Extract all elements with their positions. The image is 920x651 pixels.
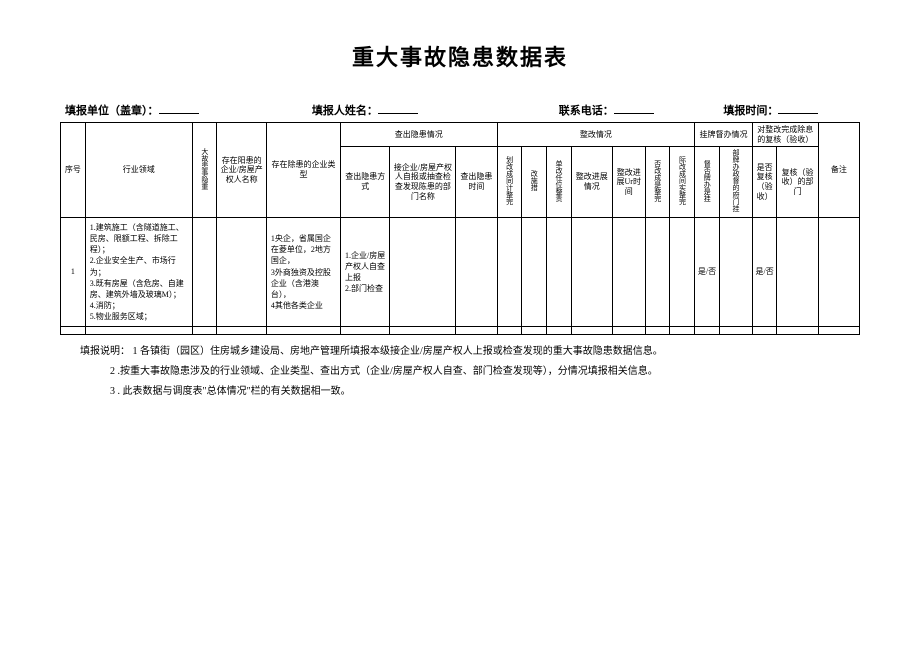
col-review-dept: 复核（验收）的部门 [777,147,818,218]
reporter-label: 填报人姓名： [312,102,378,118]
col-seq: 序号 [61,123,86,218]
cell-r2 [522,217,547,327]
col-rectify-group: 整改情况 [497,123,695,147]
cell-r3 [546,217,571,327]
cell-enterprise-type: 1央企，省属国企在菱单位，2地方国企， 3外商独资及控股企业（含港澳台）， 4其… [266,217,340,327]
cell-remark [818,217,859,327]
cell-r7 [670,217,695,327]
cell-find-time [456,217,497,327]
cell-is-listed: 是/否 [695,217,720,327]
cell-r1 [497,217,522,327]
unit-value [159,113,199,114]
col-find-time: 查出隐患时间 [456,147,497,218]
col-review-group: 对整改完成除息的复核（验收） [752,123,818,147]
cell-r5 [612,217,645,327]
col-industry: 行业领域 [85,123,192,218]
col-find-group: 查出隐患情况 [341,123,497,147]
note-1: 1 各镇街（园区）住房城乡建设局、房地产管理所填报本级接企业/房屋产权人上报或检… [133,346,663,357]
cell-find-method: 1.企业/房屋产权人自查上报 2.部门检查 [341,217,390,327]
note-2: 2 .按重大事故隐患涉及的行业领域、企业类型、查出方式（企业/房屋产权人自查、部… [80,363,860,381]
col-remark: 备注 [818,123,859,218]
cell-hazard [192,217,217,327]
col-is-reviewed: 是否复核（验收） [752,147,777,218]
col-rectify-urge: 整改进展Ur时间 [612,147,645,218]
notes-section: 填报说明： 1 各镇街（园区）住房城乡建设局、房地产管理所填报本级接企业/房屋产… [60,343,860,401]
col-listing-dept: 部牌办政督的府门挂 [719,147,752,218]
col-is-listed: 督否牌办是挂 [695,147,720,218]
cell-r4 [571,217,612,327]
cell-find-dept [390,217,456,327]
col-find-method: 查出隐患方式 [341,147,390,218]
table-row-empty [61,327,860,335]
cell-seq: 1 [61,217,86,327]
cell-review-dept [777,217,818,327]
notes-intro: 填报说明： [80,346,130,357]
col-rectify-unit: 单改任位整责 [546,147,571,218]
phone-value [614,113,654,114]
col-rectify-actual: 际改成间实整完 [670,147,695,218]
form-header: 填报单位（盖章）： 填报人姓名： 联系电话： 填报时间： [60,102,860,118]
phone-label: 联系电话： [559,102,614,118]
page-title: 重大事故隐患数据表 [60,40,860,72]
note-3: 3 . 此表数据与调度表"总体情况"栏的有关数据相一致。 [80,383,860,401]
col-listing-group: 挂牌督办情况 [695,123,753,147]
data-table: 序号 行业领域 大故患事隐重 存在阳患的企业/房屋产权人名称 存在除患的企业类型… [60,122,860,335]
reporter-value [378,113,418,114]
col-enterprise-owner: 存在阳患的企业/房屋产权人名称 [217,123,266,218]
col-enterprise-type: 存在除患的企业类型 [266,123,340,218]
col-rectify-measure: 改施措 [522,147,547,218]
col-major-hazard: 大故患事隐重 [192,123,217,218]
col-rectify-progress: 整改进展情况 [571,147,612,218]
cell-listing-dept [719,217,752,327]
time-value [778,113,818,114]
unit-label: 填报单位（盖章）： [65,102,159,118]
col-rectify-complete: 否改成是整完 [645,147,670,218]
cell-is-reviewed: 是/否 [752,217,777,327]
cell-r6 [645,217,670,327]
col-rectify-done-time: 划改成同计整完 [497,147,522,218]
table-row: 1 1.建筑施工（含隧道施工、民房、限额工程、拆除工程）； 2.企业安全生产、市… [61,217,860,327]
cell-owner [217,217,266,327]
col-find-dept: 接企业/房屋产权人自报或抽查检查发现陈患的部门名称 [390,147,456,218]
cell-industry: 1.建筑施工（含隧道施工、民房、限额工程、拆除工程）； 2.企业安全生产、市场行… [85,217,192,327]
time-label: 填报时间： [723,102,778,118]
